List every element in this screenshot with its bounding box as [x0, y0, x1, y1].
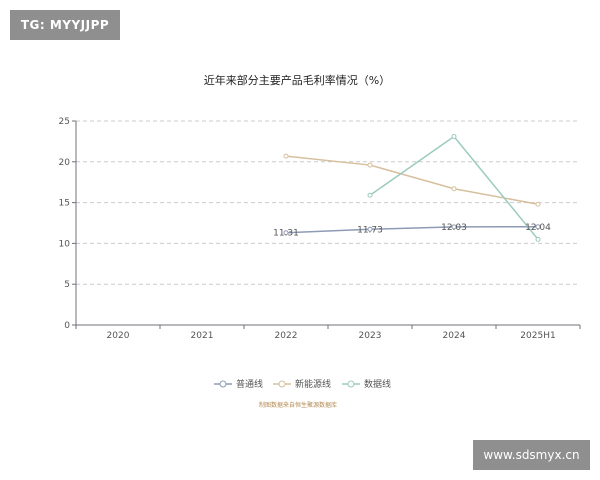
- source-note: 制图数据来自恒生聚源数据库: [259, 401, 337, 409]
- y-tick-label: 0: [64, 321, 70, 331]
- data-point: [451, 186, 457, 192]
- legend-label: 普通线: [236, 378, 263, 390]
- y-tick-label: 20: [59, 158, 71, 168]
- y-tick-label: 5: [64, 280, 70, 290]
- x-tick-label: 2023: [359, 331, 382, 341]
- series-line-1: [285, 155, 539, 205]
- x-tick-label: 2022: [275, 331, 298, 341]
- data-point: [535, 236, 541, 242]
- watermark-top-left: TG: MYYJJPP: [10, 10, 120, 40]
- series-lines: [283, 134, 541, 242]
- data-point: [283, 230, 289, 236]
- x-tick-label: 2020: [107, 331, 130, 341]
- data-labels: 11.31 11.73 12.03 12.04: [273, 223, 551, 239]
- data-label: 11.73: [357, 225, 383, 235]
- data-point: [451, 224, 457, 230]
- data-label: 12.04: [525, 223, 551, 233]
- watermark-bottom-right: www.sdsmyx.cn: [473, 440, 590, 470]
- data-point: [535, 224, 541, 230]
- data-label: 11.31: [273, 229, 299, 239]
- data-point: [367, 162, 373, 168]
- data-point: [283, 153, 289, 159]
- grid-lines: [76, 120, 580, 285]
- legend-label: 数据线: [364, 378, 391, 390]
- y-tick-label: 10: [59, 239, 71, 249]
- data-point: [367, 192, 373, 198]
- x-tick-label: 2021: [191, 331, 214, 341]
- x-axis-ticks: 2020 2021 2022 2023 2024 2025H1: [75, 324, 581, 341]
- legend-label: 新能源线: [295, 378, 331, 390]
- x-tick-label: 2024: [443, 331, 466, 341]
- series-line-0: [285, 226, 539, 234]
- data-label: 12.03: [441, 223, 467, 233]
- legend: 普通线 新能源线 数据线: [214, 378, 391, 390]
- data-point: [451, 134, 457, 140]
- legend-marker: [219, 380, 227, 388]
- data-point: [367, 226, 373, 232]
- legend-marker: [278, 380, 286, 388]
- y-tick-label: 25: [59, 117, 70, 127]
- y-axis-ticks: 0 5 10 15 20 25: [59, 117, 77, 331]
- chart-title: 近年来部分主要产品毛利率情况（%）: [204, 73, 390, 87]
- data-point: [535, 201, 541, 207]
- legend-marker: [347, 380, 355, 388]
- y-tick-label: 15: [59, 199, 70, 209]
- x-tick-label: 2025H1: [520, 331, 555, 341]
